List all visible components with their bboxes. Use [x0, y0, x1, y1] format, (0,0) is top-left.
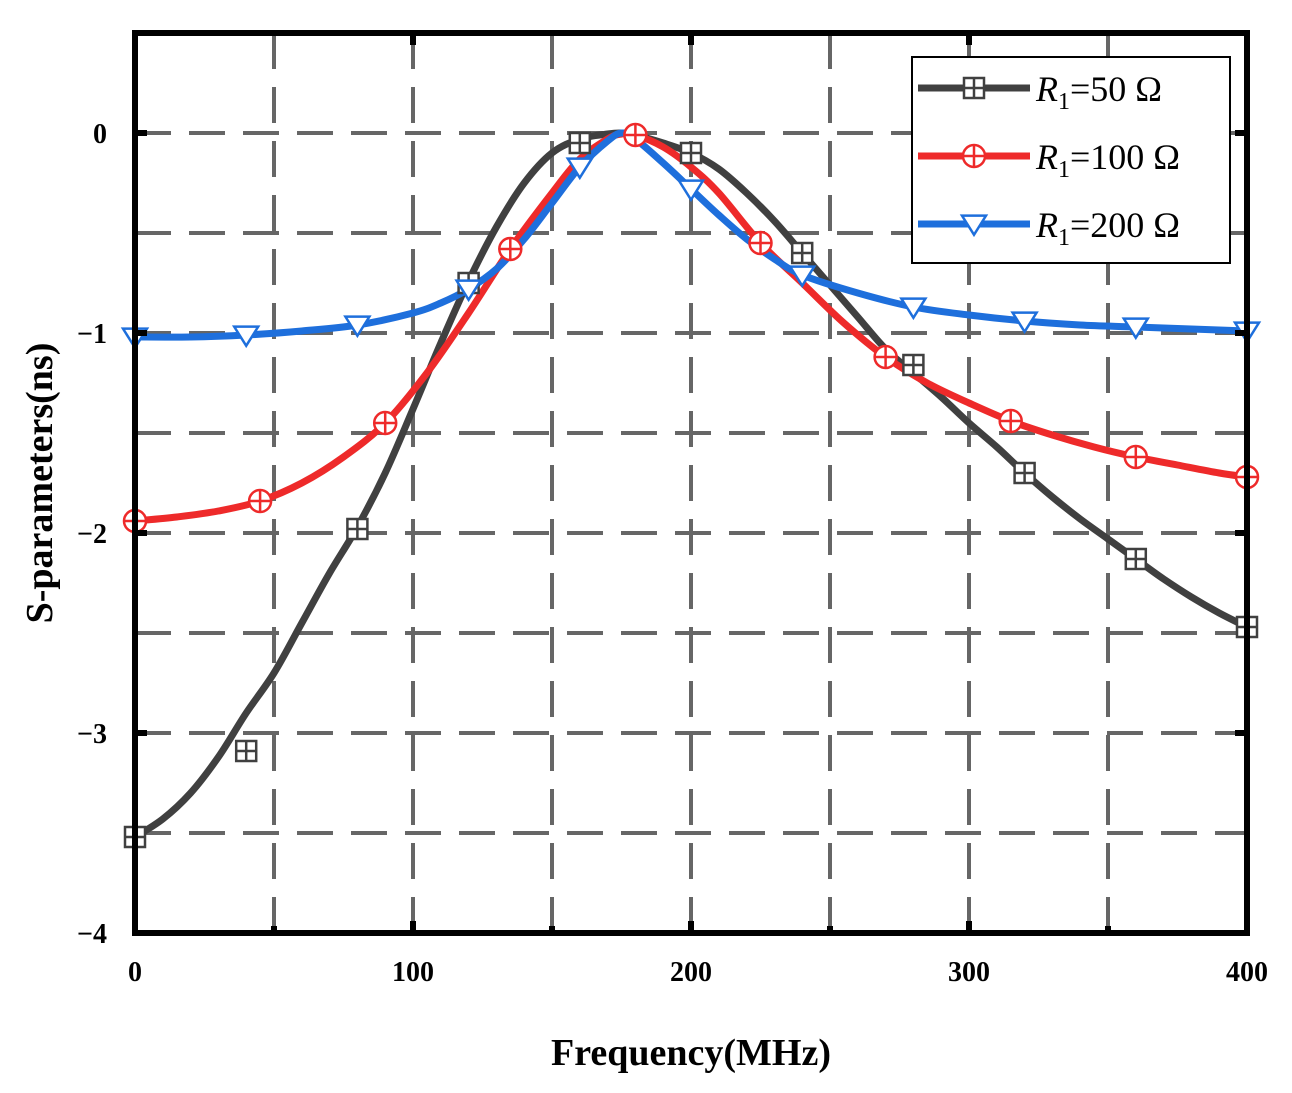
- series-3-marker: [676, 179, 706, 203]
- y-axis-label: S-parameters(ns): [19, 343, 61, 624]
- series-line-2: [131, 129, 1251, 525]
- series-2-marker: [1123, 444, 1149, 470]
- x-axis-label: Frequency(MHz): [551, 1032, 831, 1074]
- series-3-marker: [899, 297, 928, 321]
- series-3-marker: [231, 325, 261, 349]
- x-tick-label: 400: [1226, 957, 1268, 988]
- series-1-marker: [1124, 547, 1148, 571]
- series-2-marker: [748, 230, 773, 256]
- series-3-marker: [787, 265, 817, 289]
- series-3-marker: [1121, 317, 1151, 341]
- series-3-marker: [1010, 311, 1039, 335]
- series-2-marker: [623, 122, 648, 148]
- series-1-marker: [902, 353, 925, 377]
- legend-marker: [959, 214, 989, 238]
- x-tick-label: 100: [392, 957, 434, 988]
- legend-entry-3: R1=200 Ω: [918, 205, 1180, 251]
- series-1-marker: [568, 131, 592, 155]
- series-2-marker: [247, 488, 273, 514]
- legend-entry-1: R1=50 Ω: [918, 69, 1162, 115]
- legend-label: R1=50 Ω: [1035, 69, 1162, 115]
- series-line-1: [131, 129, 1251, 841]
- series-2-marker: [998, 408, 1023, 434]
- series-1-marker: [1013, 461, 1036, 485]
- series-2-marker: [498, 236, 523, 262]
- axis-ticks: [132, 33, 1250, 936]
- series-3-marker: [343, 315, 372, 339]
- series-1-marker: [790, 241, 814, 265]
- x-tick-label: 300: [948, 957, 990, 988]
- legend-marker: [962, 76, 986, 100]
- x-tick-labels: 0 100 200 300 400: [128, 957, 1268, 988]
- legend: R1=50 Ω R1=100 Ω R1=200 Ω: [911, 56, 1231, 264]
- legend-entry-2: R1=100 Ω: [918, 137, 1180, 183]
- x-tick-label: 200: [670, 957, 712, 988]
- y-tick-labels: 0 −1 −2 −3 −4: [77, 119, 107, 950]
- series-2-marker: [873, 344, 898, 370]
- y-tick-label: −3: [77, 719, 107, 750]
- series-1-marker: [234, 739, 258, 763]
- series-2-marker: [372, 410, 398, 436]
- series-1-marker: [346, 517, 369, 541]
- y-tick-label: −1: [77, 319, 107, 350]
- series-1-marker: [679, 141, 703, 165]
- x-tick-label: 0: [128, 957, 142, 988]
- legend-label: R1=200 Ω: [1035, 205, 1180, 251]
- legend-label: R1=100 Ω: [1035, 137, 1180, 183]
- series-3-marker: [565, 157, 595, 181]
- y-tick-label: −4: [77, 919, 107, 950]
- legend-marker: [961, 143, 987, 169]
- y-tick-label: 0: [93, 119, 107, 150]
- y-tick-label: −2: [77, 519, 107, 550]
- series-3-marker: [454, 279, 483, 303]
